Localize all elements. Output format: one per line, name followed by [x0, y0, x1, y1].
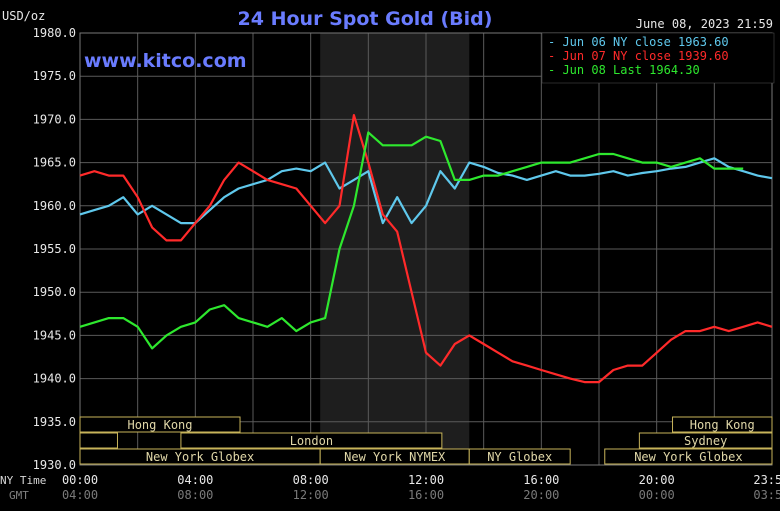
legend-entry-3: - Jun 08 Last 1964.30	[548, 63, 700, 77]
x-tick-label-ny: 08:00	[293, 473, 329, 487]
y-tick-label: 1935.0	[33, 415, 76, 429]
x-tick-label-ny: 00:00	[62, 473, 98, 487]
session-band	[468, 448, 571, 465]
session-band	[672, 416, 773, 433]
session-band	[180, 432, 443, 449]
session-band-label: London	[290, 434, 333, 448]
y-tick-label: 1970.0	[33, 112, 76, 126]
y-tick-label: 1940.0	[33, 372, 76, 386]
session-band-label: NY Globex	[487, 450, 552, 464]
x-tick-label-ny: 20:00	[639, 473, 675, 487]
session-band	[604, 448, 773, 465]
session-band	[79, 432, 118, 449]
x-tick-label-ny: 12:00	[408, 473, 444, 487]
session-band	[638, 432, 773, 449]
session-band-label: New York Globex	[146, 450, 254, 464]
x-tick-label-gmt: 03:59	[753, 488, 780, 502]
y-tick-label: 1930.0	[33, 458, 76, 472]
x-tick-label-gmt: 16:00	[408, 488, 444, 502]
x-tick-label-gmt: 04:00	[62, 488, 98, 502]
x-axis-label-ny: NY Time	[0, 474, 46, 487]
x-tick-label-gmt: 20:00	[523, 488, 559, 502]
session-band-label: New York NYMEX	[344, 450, 446, 464]
x-axis-label-gmt: GMT	[9, 489, 29, 502]
y-tick-label: 1950.0	[33, 285, 76, 299]
unit-label: USD/oz	[2, 9, 45, 23]
session-band	[79, 416, 241, 433]
y-tick-label: 1960.0	[33, 199, 76, 213]
session-band-label: Hong Kong	[127, 418, 192, 432]
series-lines	[79, 113, 773, 384]
x-tick-label-gmt: 12:00	[293, 488, 329, 502]
chart-title: 24 Hour Spot Gold (Bid)	[238, 8, 493, 30]
legend-entry-2: - Jun 07 NY close 1939.60	[548, 49, 729, 63]
session-band-label: Hong Kong	[690, 418, 755, 432]
session-band-label: New York Globex	[634, 450, 742, 464]
x-tick-label-gmt: 08:00	[177, 488, 213, 502]
x-tick-label-ny: 16:00	[523, 473, 559, 487]
timestamp: June 08, 2023 21:59	[636, 17, 773, 31]
x-tick-label-gmt: 00:00	[639, 488, 675, 502]
session-bands: Hong Kong Hong Kong London Sydney New York G…	[79, 416, 773, 465]
y-tick-label: 1965.0	[33, 156, 76, 170]
legend-entry-1: - Jun 06 NY close 1963.60	[548, 35, 729, 49]
y-axis: 1930.0 1935.0 1940.0 1945.0 1950.0 1955.0 1960…	[33, 26, 76, 472]
y-tick-label: 1980.0	[33, 26, 76, 40]
y-tick-label: 1945.0	[33, 328, 76, 342]
x-tick-label-ny: 04:00	[177, 473, 213, 487]
y-tick-label: 1955.0	[33, 242, 76, 256]
series-line-3	[79, 131, 744, 350]
session-band-label: Sydney	[684, 434, 727, 448]
legend-items: - Jun 06 NY close 1963.60- Jun 07 NY clo…	[548, 35, 729, 77]
legend-box	[541, 32, 775, 84]
legend: - Jun 06 NY close 1963.60- Jun 07 NY clo…	[541, 32, 775, 84]
y-tick-label: 1975.0	[33, 69, 76, 83]
plot-frame	[79, 32, 773, 466]
x-axis: 00:0004:0008:0012:0016:0020:0023:5904:00…	[62, 473, 780, 502]
series-line-2	[79, 113, 773, 384]
x-tick-label-ny: 23:59	[753, 473, 780, 487]
watermark: www.kitco.com	[84, 50, 247, 72]
